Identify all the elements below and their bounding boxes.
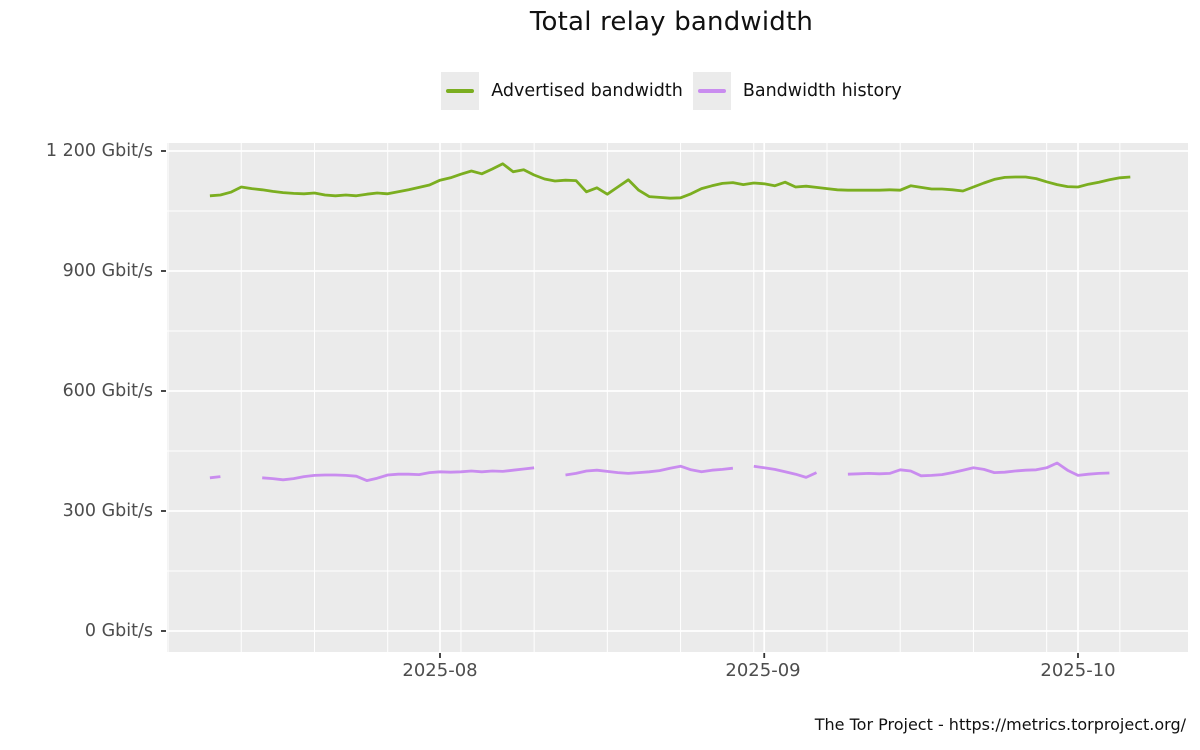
y-tick-label-1200: 1 200 Gbit/s — [45, 141, 153, 161]
y-tick-label-300: 300 Gbit/s — [62, 501, 153, 521]
legend-item-bandwidth-history: Bandwidth history — [692, 72, 902, 110]
legend-key-advertised — [441, 72, 480, 110]
y-tick-label-600: 600 Gbit/s — [62, 381, 153, 401]
y-tick-label-0: 0 Gbit/s — [84, 621, 153, 641]
legend-label-history: Bandwidth history — [742, 81, 902, 101]
chart-title: Total relay bandwidth — [529, 7, 814, 37]
y-tick-label-900: 900 Gbit/s — [62, 261, 153, 281]
legend-item-advertised-bandwidth: Advertised bandwidth — [441, 72, 683, 110]
x-tick-label-2025-09: 2025-09 — [725, 660, 801, 681]
advertised-line-swatch — [446, 89, 475, 93]
legend-label-advertised: Advertised bandwidth — [491, 81, 683, 101]
attribution-text: The Tor Project - https://metrics.torpro… — [814, 715, 1186, 734]
legend-key-history — [692, 72, 731, 110]
x-tick-label-2025-10: 2025-10 — [1040, 660, 1116, 681]
x-tick-label-2025-08: 2025-08 — [402, 660, 478, 681]
chart-legend: Advertised bandwidth Bandwidth history — [155, 71, 1188, 111]
history-line-swatch — [697, 89, 726, 93]
